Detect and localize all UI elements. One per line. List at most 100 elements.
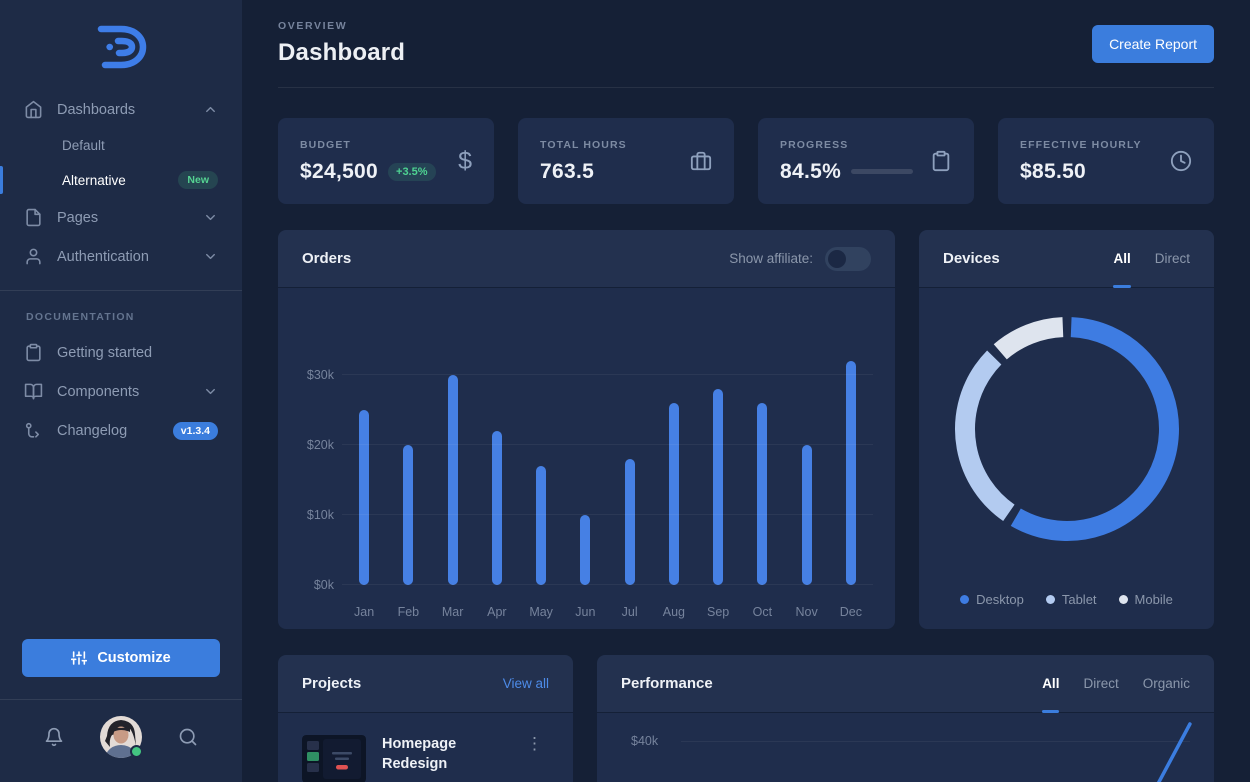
x-tick-label: Jun <box>575 605 596 619</box>
view-all-link[interactable]: View all <box>502 676 549 691</box>
sidebar-item-label: Components <box>57 383 140 400</box>
x-tick-label: Nov <box>795 605 818 619</box>
sidebar-item-default[interactable]: Default <box>0 129 242 162</box>
performance-ytick: $40k <box>631 734 659 748</box>
dollar-icon: $ <box>458 146 472 175</box>
clock-icon <box>1170 150 1192 172</box>
sidebar: Dashboards Default Alternative New Pages… <box>0 0 242 782</box>
user-avatar[interactable] <box>100 716 143 758</box>
sidebar-item-label: Alternative <box>62 172 126 188</box>
x-tick-label: Apr <box>487 605 507 619</box>
docs-section-header: DOCUMENTATION <box>26 311 135 323</box>
stat-label: EFFECTIVE HOURLY <box>1020 138 1142 151</box>
chevron-down-icon <box>206 214 215 221</box>
customize-button[interactable]: Customize <box>22 639 220 677</box>
search-icon[interactable] <box>178 727 198 747</box>
devices-tab-direct[interactable]: Direct <box>1154 251 1190 266</box>
performance-tab-organic[interactable]: Organic <box>1142 676 1190 691</box>
create-report-button[interactable]: Create Report <box>1092 24 1214 63</box>
x-tick-label: Aug <box>662 605 685 619</box>
online-status-dot <box>130 745 143 758</box>
sidebar-item-label: Pages <box>57 209 99 226</box>
orders-y-axis: $0k $10k $20k $30k <box>298 312 342 619</box>
stat-card-progress: PROGRESS 84.5% <box>758 118 974 204</box>
growth-badge: +3.5% <box>388 162 436 181</box>
performance-tab-direct[interactable]: Direct <box>1083 676 1119 691</box>
x-tick-label: Jan <box>354 605 375 619</box>
projects-card: Projects View all Homepage Redesign ⋮ <box>278 655 573 782</box>
stat-value: $24,500 <box>300 159 379 183</box>
sidebar-footer <box>0 699 242 782</box>
order-bar-jan <box>359 410 370 585</box>
performance-line-path <box>1156 722 1192 782</box>
order-bar-oct <box>757 403 768 585</box>
legend-item-tablet: Tablet <box>1045 592 1097 607</box>
version-badge: v1.3.4 <box>172 421 218 440</box>
changelog-git-icon <box>25 422 40 438</box>
chevron-down-icon <box>206 253 215 260</box>
devices-legend: Desktop Tablet Mobile <box>919 592 1214 607</box>
stat-value: $85.50 <box>1020 159 1087 183</box>
stat-card-total-hours: TOTAL HOURS 763.5 <box>518 118 734 204</box>
sidebar-item-label: Authentication <box>57 248 149 265</box>
orders-title: Orders <box>302 250 352 267</box>
book-open-icon <box>24 383 43 400</box>
order-bar-nov <box>801 445 812 585</box>
performance-line <box>1156 722 1192 782</box>
sidebar-item-label: Getting started <box>57 344 153 361</box>
order-bar-sep <box>713 389 724 585</box>
header-divider <box>278 87 1214 88</box>
bell-icon[interactable] <box>44 727 64 747</box>
x-tick-label: Feb <box>397 605 420 619</box>
sidebar-item-authentication[interactable]: Authentication <box>0 237 242 276</box>
project-list-item[interactable]: Homepage Redesign ⋮ <box>278 713 573 782</box>
stat-label: PROGRESS <box>780 138 849 151</box>
x-tick-label: Oct <box>752 605 773 619</box>
orders-bars <box>342 347 873 585</box>
clipboard-icon <box>930 150 952 172</box>
home-icon <box>25 100 42 119</box>
stat-label: BUDGET <box>300 138 351 151</box>
performance-tab-all[interactable]: All <box>1042 655 1060 713</box>
stats-row: BUDGET $24,500 +3.5% $ TOTAL HOURS 763.5 <box>278 118 1214 204</box>
devices-tab-all[interactable]: All <box>1113 230 1132 288</box>
performance-gridline <box>681 741 1190 742</box>
bottom-row: Projects View all Homepage Redesign ⋮ <box>278 655 1214 782</box>
sidebar-divider <box>0 290 242 291</box>
app-logo[interactable] <box>0 0 242 90</box>
devices-tabs: All Direct <box>1089 230 1190 288</box>
sidebar-item-components[interactable]: Components <box>0 372 242 411</box>
stat-value: 84.5% <box>780 159 842 183</box>
sidebar-item-changelog[interactable]: Changelog v1.3.4 <box>0 411 242 450</box>
clipboard-icon <box>26 343 41 362</box>
legend-item-mobile: Mobile <box>1118 592 1173 607</box>
stat-value: 763.5 <box>540 159 595 183</box>
sidebar-item-alternative[interactable]: Alternative New <box>0 162 242 198</box>
sidebar-item-pages[interactable]: Pages <box>0 198 242 237</box>
devices-donut-chart: Desktop Tablet Mobile <box>919 288 1214 629</box>
stat-card-effective-hourly: EFFECTIVE HOURLY $85.50 <box>998 118 1214 204</box>
x-tick-label: Jul <box>621 605 638 619</box>
performance-tabs: All Direct Organic <box>1018 655 1190 713</box>
legend-item-desktop: Desktop <box>960 592 1024 607</box>
gridline <box>342 584 873 585</box>
order-bar-apr <box>491 431 502 585</box>
sidebar-item-label: Dashboards <box>57 101 136 118</box>
project-name: Homepage Redesign <box>382 736 457 772</box>
new-badge: New <box>178 171 218 189</box>
show-affiliate-toggle[interactable] <box>825 246 871 271</box>
kebab-menu-icon[interactable]: ⋮ <box>526 734 543 753</box>
sidebar-item-label: Changelog <box>57 422 128 439</box>
sidebar-item-getting-started[interactable]: Getting started <box>0 333 242 372</box>
y-tick-label: $0k <box>313 578 334 592</box>
performance-line-chart: $40k <box>597 713 1214 782</box>
sidebar-item-dashboards[interactable]: Dashboards <box>0 90 242 129</box>
mobile-legend-dot-icon <box>1118 595 1128 604</box>
projects-card-header: Projects View all <box>278 655 573 713</box>
charts-row: Orders Show affiliate: $0k $10k $20k $30k J… <box>278 230 1214 629</box>
y-tick-label: $10k <box>306 508 334 522</box>
performance-card-header: Performance All Direct Organic <box>597 655 1214 713</box>
user-icon <box>26 248 41 265</box>
sidebar-nav: Dashboards Default Alternative New Pages… <box>0 90 242 450</box>
x-tick-label: Sep <box>707 605 730 619</box>
